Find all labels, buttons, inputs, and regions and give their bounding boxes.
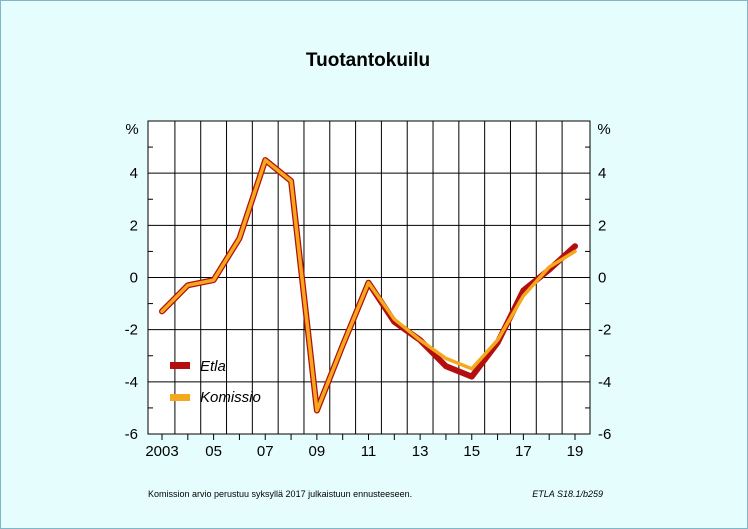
y-tick-label-right: -2 (598, 322, 611, 339)
y-tick-label-right: -6 (598, 426, 611, 443)
y-tick-labels-right: 4 2 0 -2 -4 -6 (598, 165, 611, 443)
x-tick-label: 13 (412, 443, 429, 460)
x-tick-label: 2003 (145, 443, 178, 460)
x-tick-label: 09 (309, 443, 326, 460)
y-tick-label-left: 4 (130, 165, 138, 182)
y-unit-right: % (597, 121, 610, 138)
x-tick-label: 15 (463, 443, 480, 460)
y-tick-label-left: -2 (125, 322, 138, 339)
legend-label-komissio: Komissio (200, 389, 261, 406)
legend-label-etla: Etla (200, 358, 226, 375)
y-tick-label-right: 4 (598, 165, 606, 182)
source-label: ETLA S18.1/b259 (532, 489, 603, 499)
legend-swatch-etla (170, 362, 190, 369)
footnote: Komission arvio perustuu syksyllä 2017 j… (148, 489, 412, 499)
y-tick-label-right: 0 (598, 270, 606, 287)
x-tick-label: 05 (205, 443, 222, 460)
series-line-komissio (160, 158, 577, 413)
y-tick-label-right: -4 (598, 374, 611, 391)
chart-title: Tuotantokuilu (306, 50, 430, 71)
legend-item-komissio: Komissio (170, 389, 261, 406)
axis-ticks (148, 146, 590, 440)
y-tick-label-right: 2 (598, 217, 606, 234)
legend-swatch-komissio (170, 394, 190, 401)
x-tick-label: 07 (257, 443, 274, 460)
x-tick-label: 19 (567, 443, 584, 460)
legend: Etla Komissio (170, 358, 261, 406)
x-tick-label: 11 (361, 443, 377, 460)
series-lines (159, 157, 578, 414)
x-tick-label: 17 (515, 443, 532, 460)
y-tick-label-left: 2 (130, 217, 138, 234)
y-tick-labels-left: 4 2 0 -2 -4 -6 (125, 165, 138, 443)
legend-item-etla: Etla (170, 358, 226, 375)
y-unit-left: % (125, 121, 138, 138)
y-tick-label-left: 0 (130, 270, 138, 287)
y-tick-label-left: -6 (125, 426, 138, 443)
y-tick-label-left: -4 (125, 374, 138, 391)
x-tick-labels: 2003 05 07 09 11 13 15 17 19 (145, 443, 583, 460)
